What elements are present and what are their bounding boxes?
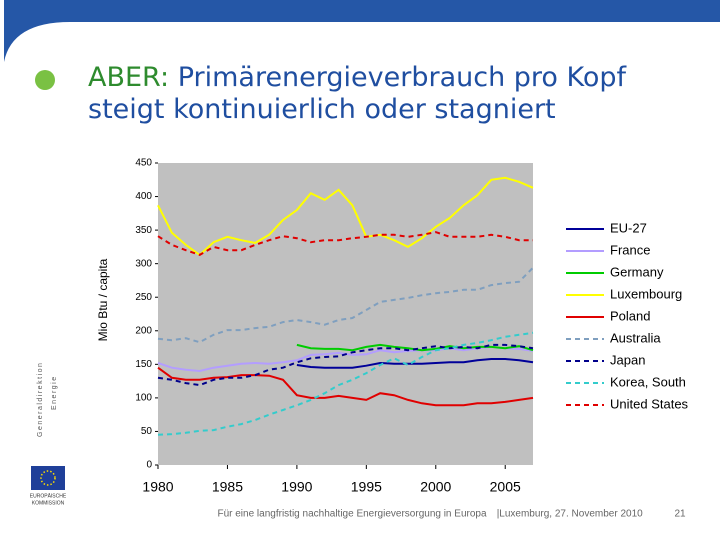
series-line bbox=[157, 331, 534, 436]
series-line bbox=[157, 176, 534, 257]
legend-label: Korea, South bbox=[610, 374, 686, 389]
page-number: 21 bbox=[674, 509, 686, 520]
legend-label: United States bbox=[610, 396, 689, 411]
footer-date: Luxemburg, 27. November 2010 bbox=[499, 509, 643, 520]
department: Energie bbox=[51, 375, 58, 410]
footer-separator: | bbox=[497, 509, 500, 520]
legend-label: EU-27 bbox=[610, 220, 647, 235]
eu-stars bbox=[40, 470, 56, 486]
series-line bbox=[296, 358, 534, 369]
department: Generaldirektion bbox=[37, 362, 44, 437]
y-tick-label: 200 bbox=[135, 325, 152, 336]
legend-label: Japan bbox=[610, 352, 645, 367]
y-tick-label: 100 bbox=[135, 393, 152, 404]
eu-flag bbox=[31, 466, 65, 490]
series-line bbox=[157, 266, 534, 344]
y-tick-label: 0 bbox=[146, 460, 152, 471]
series-line bbox=[157, 343, 534, 387]
title-text: Primärenergieverbrauch pro Kopf steigt k… bbox=[88, 62, 627, 125]
y-tick-label: 150 bbox=[135, 359, 152, 370]
x-tick-label: 1980 bbox=[142, 479, 173, 495]
plot-area bbox=[158, 163, 533, 465]
x-tick-label: 1985 bbox=[212, 479, 243, 495]
series-line bbox=[157, 231, 533, 256]
legend-label: Poland bbox=[610, 308, 650, 323]
y-tick-label: 50 bbox=[141, 426, 153, 437]
legend-label: France bbox=[610, 242, 650, 257]
y-tick-label: 400 bbox=[135, 191, 152, 202]
y-tick-label: 450 bbox=[135, 158, 152, 169]
slide-title: ABER: Primärenergieverbrauch pro Kopf st… bbox=[88, 62, 688, 126]
y-axis-label: Mio Btu / capita bbox=[96, 258, 110, 341]
series-line bbox=[157, 366, 534, 407]
logo-text: EUROPÄISCHE bbox=[30, 492, 67, 499]
title-lead: ABER: bbox=[88, 62, 170, 93]
x-tick-label: 2005 bbox=[490, 479, 521, 495]
legend-label: Luxembourg bbox=[610, 286, 682, 301]
x-tick-label: 1995 bbox=[351, 479, 382, 495]
bullet bbox=[35, 70, 55, 90]
banner bbox=[0, 0, 720, 62]
y-tick-label: 350 bbox=[135, 225, 152, 236]
x-tick-label: 1990 bbox=[281, 479, 312, 495]
legend-label: Australia bbox=[610, 330, 661, 345]
x-tick-label: 2000 bbox=[420, 479, 451, 495]
footer-text: Für eine langfristig nachhaltige Energie… bbox=[217, 509, 486, 520]
y-tick-label: 300 bbox=[135, 258, 152, 269]
y-tick-label: 250 bbox=[135, 292, 152, 303]
legend-label: Germany bbox=[610, 264, 664, 279]
logo-text: KOMMISSION bbox=[32, 500, 65, 506]
